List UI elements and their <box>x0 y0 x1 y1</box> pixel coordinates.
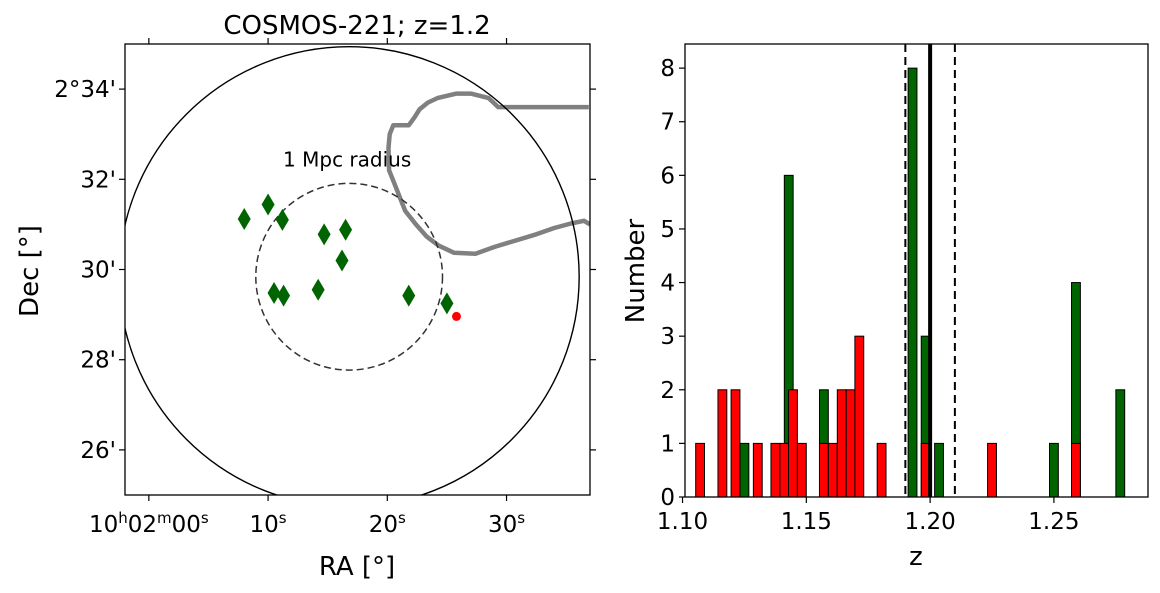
green-histogram-bar <box>934 442 944 497</box>
red-histogram-bar <box>730 389 741 497</box>
mpc-radius-label: 1 Mpc radius <box>283 147 411 171</box>
coverage-contour <box>386 91 590 256</box>
red-histogram-bar <box>827 442 838 497</box>
green-histogram-bar <box>907 67 918 497</box>
red-histogram-bar <box>752 442 763 497</box>
sky-map-y-label: Dec [°] <box>15 225 45 317</box>
green-histogram-bar <box>1048 442 1059 497</box>
hist-y-tick-label: 5 <box>660 217 675 243</box>
y-tick-label: 2°34' <box>54 77 116 103</box>
red-histogram-bar <box>876 442 887 497</box>
mpc-radius-circle <box>255 182 444 371</box>
green-histogram-bar <box>783 174 794 497</box>
sky-map-title: COSMOS-221; z=1.2 <box>223 11 490 41</box>
hist-y-tick-label: 7 <box>660 110 675 136</box>
red-histogram-bar <box>695 442 706 497</box>
member-galaxy-marker <box>311 278 325 301</box>
histogram-x-label: z <box>909 542 923 572</box>
green-histogram-bar <box>1071 282 1081 497</box>
y-tick-label: 26' <box>80 438 116 464</box>
hist-y-tick-label: 6 <box>660 163 675 189</box>
red-histogram-bar <box>987 442 997 497</box>
member-galaxy-marker <box>277 284 291 307</box>
y-tick-label: 30' <box>80 258 116 284</box>
red-galaxy-marker <box>451 311 461 321</box>
red-histogram-bar <box>845 389 856 497</box>
red-histogram-bar <box>836 389 847 497</box>
red-histogram-bar <box>796 442 807 497</box>
sky-map-frame <box>124 43 591 496</box>
large-radius-circle <box>125 46 580 495</box>
y-tick-label: 28' <box>80 348 116 374</box>
red-histogram-bar <box>717 389 728 497</box>
x-tick-label: 10s <box>250 509 287 538</box>
green-histogram-bar <box>1115 389 1126 497</box>
hist-x-tick-label: 1.10 <box>657 509 708 535</box>
y-tick-label: 32' <box>80 167 116 193</box>
member-galaxy-marker <box>335 249 349 272</box>
histogram-y-label: Number <box>621 218 651 323</box>
hist-x-tick-label: 1.15 <box>781 509 832 535</box>
hist-y-tick-label: 4 <box>660 271 675 297</box>
member-galaxy-marker <box>339 218 353 241</box>
member-galaxy-marker <box>267 281 281 304</box>
x-tick-label: 10h02m00s <box>89 509 209 538</box>
green-histogram-bar <box>739 442 750 497</box>
hist-y-tick-label: 3 <box>660 324 675 350</box>
member-galaxy-marker <box>275 208 289 231</box>
member-galaxy-marker <box>261 193 275 216</box>
red-histogram-bar <box>779 442 790 497</box>
histogram-panel: 1.10 1.15 1.20 1.25 0 1 2 3 4 5 6 7 8 z Number <box>621 43 1149 572</box>
hist-y-tick-label: 1 <box>660 431 675 457</box>
x-tick-label: 20s <box>369 509 406 538</box>
member-galaxy-marker <box>317 223 331 246</box>
hist-y-tick-label: 2 <box>660 378 675 404</box>
member-galaxy-marker <box>402 284 416 307</box>
red-histogram-bar <box>818 442 829 497</box>
red-histogram-bar <box>770 442 781 497</box>
histogram-frame <box>684 43 1149 498</box>
hist-x-tick-label: 1.25 <box>1028 509 1079 535</box>
hist-y-tick-label: 0 <box>660 485 675 511</box>
sky-map-x-label: RA [°] <box>319 552 395 582</box>
hist-y-tick-label: 8 <box>660 56 675 82</box>
red-histogram-bar <box>1071 442 1081 497</box>
member-galaxy-marker <box>440 292 454 315</box>
red-histogram-bar <box>788 389 798 497</box>
sky-map-panel: COSMOS-221; z=1.2 1 Mpc radius 10h02m00s… <box>15 11 596 582</box>
hist-x-tick-label: 1.20 <box>905 509 956 535</box>
red-histogram-bar <box>854 335 865 497</box>
x-tick-label: 30s <box>488 509 525 538</box>
member-galaxy-marker <box>237 207 251 230</box>
